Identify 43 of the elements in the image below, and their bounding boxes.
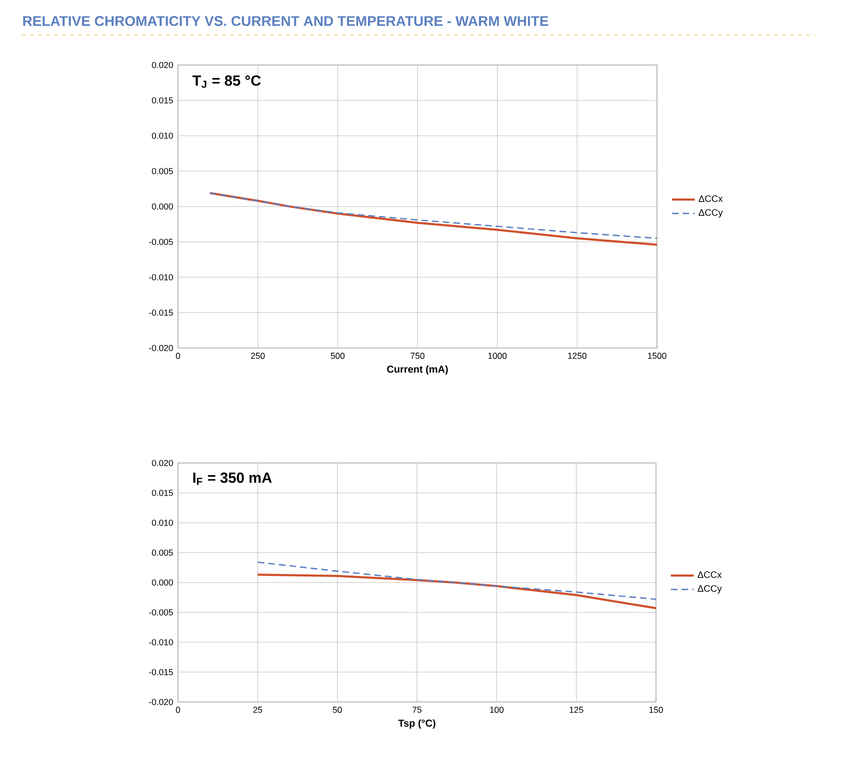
legend-label: ΔCCy: [698, 585, 722, 594]
y-tick-label: 0.015: [152, 97, 173, 104]
annotation: T$_{J}$ = 85 °C: [192, 75, 261, 88]
y-tick-label: 0.020: [152, 62, 173, 68]
x-tick-label: 125: [570, 706, 584, 713]
x-tick-label: 1000: [488, 352, 507, 359]
y-tick-label: 0.010: [152, 132, 173, 139]
x-tick-label: 500: [330, 352, 345, 359]
y-tick-label: -0.010: [149, 274, 173, 280]
y-tick-label: -0.020: [149, 698, 173, 706]
x-tick-label: 50: [332, 706, 342, 713]
x-tick-label: 100: [490, 706, 504, 713]
y-tick-label: -0.005: [149, 609, 173, 616]
chart-title: RELATIVE CHROMATICITY VS. CURRENT AND TEMPERATURE - WARM WHITE: [23, 16, 548, 26]
y-tick-label: 0.000: [152, 579, 173, 586]
line-series: [256, 574, 656, 610]
annotation: I$_{F}$ = 350 mA: [193, 472, 272, 485]
x-tick-label: 75: [412, 706, 422, 713]
x-tick-label: 0: [176, 352, 180, 359]
legend-label: ΔCCy: [698, 209, 723, 218]
y-tick-label: -0.005: [149, 238, 173, 245]
y-tick-label: 0.005: [152, 550, 173, 556]
x-tick-label: 0: [176, 706, 180, 713]
y-tick-label: 0.005: [152, 168, 173, 174]
y-tick-label: -0.015: [149, 310, 173, 316]
y-tick-label: -0.010: [149, 639, 173, 646]
y-tick-label: -0.015: [149, 669, 173, 676]
x-tick-label: 150: [649, 706, 663, 713]
y-tick-label: -0.020: [149, 344, 173, 352]
y-tick-label: 0.015: [152, 490, 173, 496]
y-tick-label: 0.010: [152, 520, 173, 526]
line-series: [257, 562, 656, 600]
x-tick-label: 25: [253, 706, 262, 713]
x-axis-title: Tsp (°C): [398, 719, 436, 729]
x-tick-label: 1250: [568, 352, 586, 359]
y-tick-label: 0.000: [152, 203, 173, 210]
x-tick-label: 1500: [648, 352, 666, 359]
y-tick-label: 0.020: [152, 460, 173, 466]
legend-label: ΔCCx: [698, 195, 723, 202]
legend-label: ΔCCx: [698, 571, 722, 578]
x-tick-label: 250: [251, 352, 265, 359]
x-tick-label: 750: [410, 352, 424, 359]
x-axis-title: Current (mA): [387, 365, 448, 375]
